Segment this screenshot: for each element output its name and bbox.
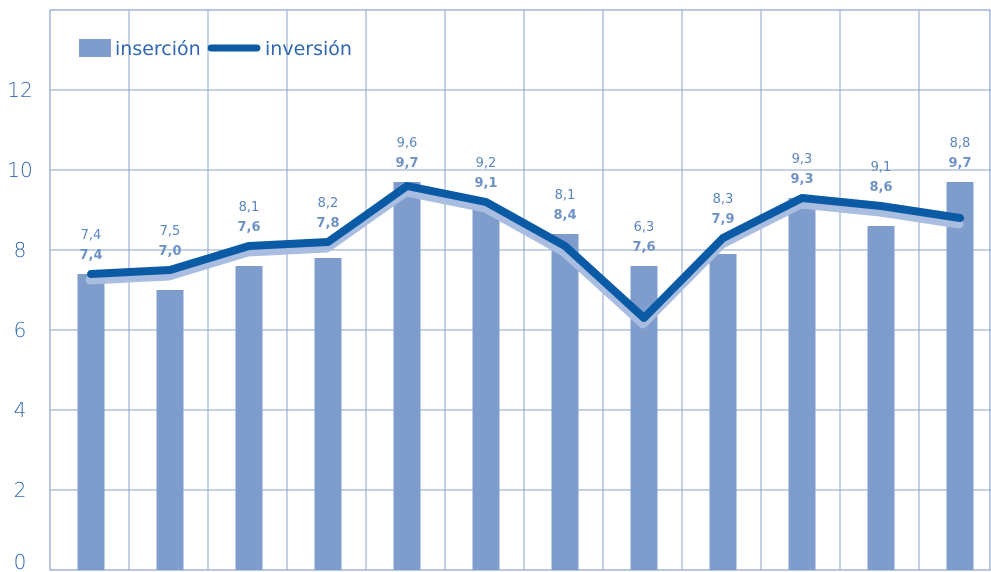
data-label-inversion: 9,3 — [792, 152, 813, 167]
data-labels: 7,4 7,4 7,5 7,0 8,1 7,6 8,2 7,8 9,6 9,7 9,2 9,1 8,1 8… — [79, 136, 971, 263]
data-label-inversion: 6,3 — [634, 220, 655, 235]
data-label-insercion: 8,4 — [553, 208, 576, 223]
y-tick-label: 2 — [14, 478, 27, 502]
y-tick-label: 10 — [7, 158, 32, 182]
legend-label-insercion: inserción — [115, 38, 201, 60]
data-label-insercion: 7,9 — [711, 212, 734, 227]
data-label-inversion: 9,2 — [476, 156, 497, 171]
data-label-inversion: 8,3 — [713, 192, 734, 207]
data-label-inversion: 7,4 — [81, 228, 102, 243]
plot-frame — [49, 9, 991, 571]
y-axis-ticks: 0 2 4 6 8 10 12 — [7, 78, 32, 572]
bar — [393, 182, 421, 570]
data-label-inversion: 8,2 — [318, 196, 339, 211]
y-tick-label: 8 — [14, 238, 27, 262]
y-tick-label: 6 — [14, 318, 27, 342]
y-tick-label: 4 — [14, 398, 27, 422]
bar — [709, 254, 737, 570]
data-label-inversion: 8,8 — [950, 136, 971, 151]
bar — [551, 234, 579, 570]
data-label-insercion: 7,0 — [158, 244, 181, 259]
data-label-insercion: 7,4 — [79, 248, 102, 263]
legend: inserción inversión — [79, 38, 352, 60]
bar — [788, 198, 816, 570]
data-label-insercion: 9,1 — [474, 176, 497, 191]
legend-swatch-insercion — [79, 39, 111, 57]
bar — [946, 182, 974, 570]
grid — [49, 9, 991, 571]
bars-insercion — [77, 182, 974, 570]
bar — [77, 274, 105, 570]
bar — [472, 206, 500, 570]
data-label-insercion: 7,6 — [237, 220, 260, 235]
y-tick-label: 0 — [14, 550, 27, 572]
y-tick-label: 12 — [7, 78, 32, 102]
line-path — [87, 182, 964, 322]
data-label-inversion: 9,6 — [397, 136, 418, 151]
data-label-inversion: 8,1 — [555, 188, 576, 203]
data-label-inversion: 9,1 — [871, 160, 892, 175]
legend-label-inversion: inversión — [265, 38, 352, 60]
line-inversion — [85, 182, 964, 329]
data-label-insercion: 9,3 — [790, 172, 813, 187]
data-label-insercion: 9,7 — [948, 156, 971, 171]
bar — [235, 266, 263, 570]
bar — [314, 258, 342, 570]
data-label-inversion: 7,5 — [160, 224, 181, 239]
bar — [156, 290, 184, 570]
data-label-insercion: 7,6 — [632, 240, 655, 255]
bar — [867, 226, 895, 570]
data-label-insercion: 7,8 — [316, 216, 339, 231]
line-shadow — [85, 187, 964, 329]
data-label-insercion: 8,6 — [869, 180, 892, 195]
data-label-inversion: 8,1 — [239, 200, 260, 215]
data-label-insercion: 9,7 — [395, 156, 418, 171]
